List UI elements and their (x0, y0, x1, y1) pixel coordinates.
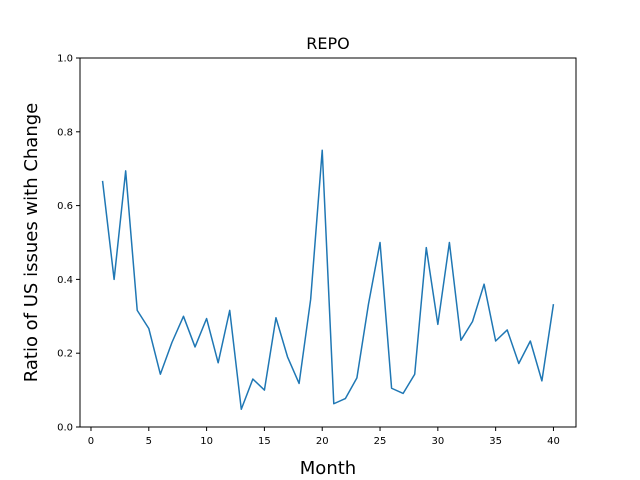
x-tick-label: 30 (431, 436, 444, 447)
axes-frame (79, 57, 577, 428)
y-tick-label: 0.0 (57, 423, 73, 434)
x-tick-label: 15 (258, 436, 271, 447)
x-tick-label: 10 (200, 436, 213, 447)
x-axis-label: Month (300, 458, 356, 479)
x-tick-label: 35 (489, 436, 502, 447)
series-line (101, 149, 555, 411)
plot-area (101, 149, 555, 411)
y-tick-label: 0.6 (57, 201, 73, 212)
x-tick-label: 25 (374, 436, 387, 447)
y-tick-label: 1.0 (57, 54, 73, 65)
y-tick-label: 0.8 (57, 127, 73, 138)
y-axis-ticks: 0.0 0.2 0.4 0.6 0.8 1.0 (57, 54, 80, 434)
x-tick-label: 20 (316, 436, 329, 447)
y-tick-label: 0.2 (57, 349, 73, 360)
x-tick-label: 0 (88, 436, 94, 447)
x-axis-ticks: 0 5 10 15 20 25 30 35 40 (88, 427, 560, 447)
y-tick-label: 0.4 (57, 275, 73, 286)
x-tick-label: 5 (146, 436, 152, 447)
x-tick-label: 40 (547, 436, 560, 447)
y-axis-label: Ratio of US issues with Change (21, 103, 42, 383)
chart-title: REPO (306, 34, 349, 53)
